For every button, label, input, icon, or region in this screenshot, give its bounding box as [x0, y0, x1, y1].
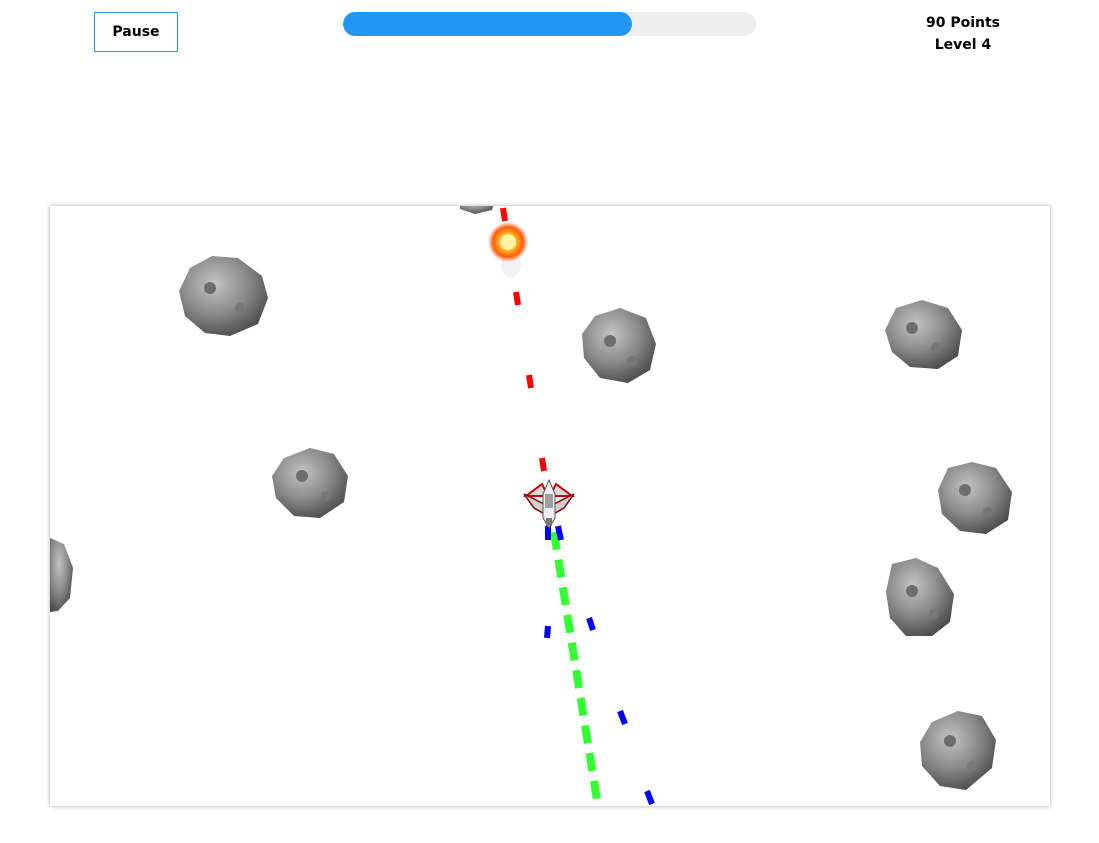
- level-progress-fill: [343, 12, 633, 36]
- game-canvas[interactable]: [50, 206, 1050, 806]
- points-display: 90 Points: [925, 15, 1001, 31]
- asteroid-icon: [582, 308, 656, 383]
- asteroid-icon: [920, 711, 996, 790]
- asteroid-icon: [885, 300, 962, 369]
- level-progress-bar: [343, 12, 756, 36]
- spaceship-icon[interactable]: [523, 478, 575, 529]
- score-panel: 90 Points Level 4: [903, 12, 1023, 56]
- asteroid-icon: [272, 448, 348, 518]
- game-scene: [50, 206, 1012, 806]
- asteroid-icon: [886, 558, 954, 636]
- asteroid-icon: [938, 462, 1012, 534]
- level-display: Level 4: [934, 37, 992, 53]
- player-bullets: [544, 525, 655, 806]
- asteroid-icon: [460, 206, 494, 214]
- asteroid-icon: [50, 538, 73, 612]
- pause-button[interactable]: Pause: [94, 12, 178, 52]
- asteroid-icon: [179, 256, 268, 336]
- player-beam: [550, 531, 602, 806]
- enemy-laser: [500, 207, 547, 472]
- explosion-icon: [488, 222, 528, 278]
